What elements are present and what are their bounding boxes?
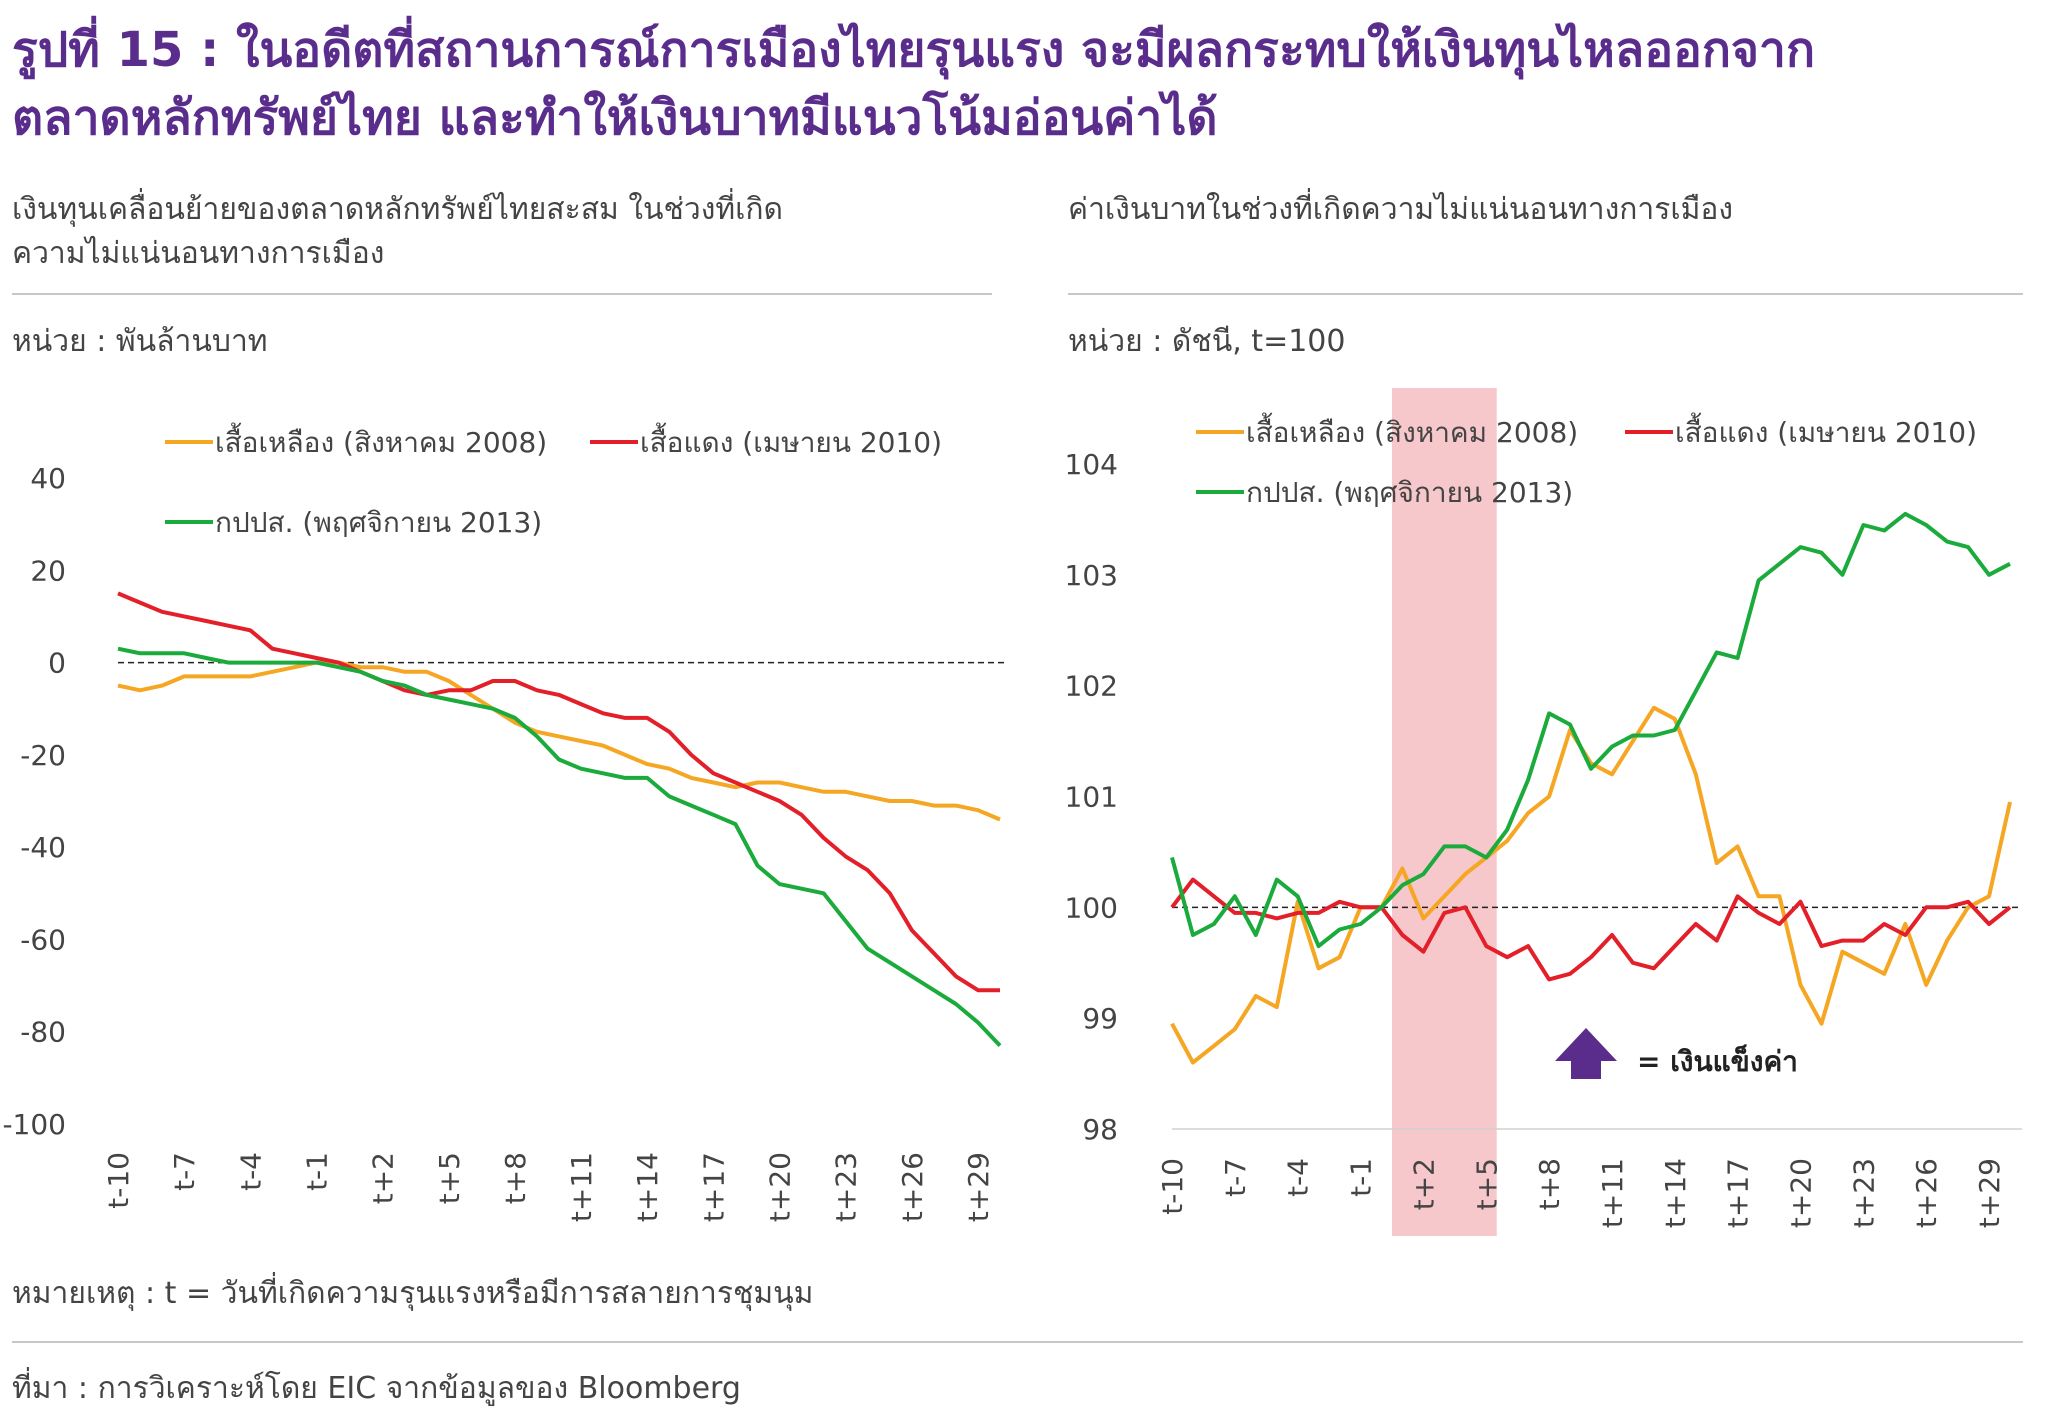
legend-label: เสื้อเหลือง (สิงหาคม 2008): [1246, 412, 1578, 449]
y-tick-label: 103: [1065, 559, 1118, 592]
series-line: [1170, 877, 2012, 982]
series-line: [117, 646, 1002, 1047]
right-chart-title: ค่าเงินบาทในช่วงที่เกิดความไม่แน่นอนทางก…: [1068, 192, 1734, 227]
x-tick-label: t+14: [1659, 1158, 1692, 1228]
x-tick-label: t+5: [433, 1152, 466, 1204]
x-tick-label: t-1: [1345, 1158, 1378, 1197]
x-tick-label: t-10: [102, 1152, 135, 1209]
legend-label: เสื้อเหลือง (สิงหาคม 2008): [215, 422, 547, 459]
x-tick-label: t+5: [1470, 1158, 1503, 1210]
up-arrow-icon: [1555, 1028, 1617, 1079]
footer-divider: [12, 1341, 2023, 1343]
x-tick-label: t+11: [565, 1152, 598, 1222]
left-chart-unit: หน่วย : พันล้านบาท: [12, 324, 268, 359]
y-tick-label: 40: [30, 462, 66, 495]
x-tick-label: t-10: [1156, 1158, 1189, 1215]
y-tick-label: -20: [20, 739, 66, 772]
legend-label: เสื้อแดง (เมษายน 2010): [1675, 412, 1977, 449]
y-tick-label: 100: [1065, 891, 1118, 924]
y-tick-label: 102: [1065, 670, 1118, 703]
x-tick-label: t+23: [830, 1152, 863, 1222]
y-tick-label: -80: [20, 1016, 66, 1049]
y-tick-label: -100: [2, 1108, 66, 1141]
y-tick-label: 98: [1082, 1113, 1118, 1146]
x-tick-label: t+17: [1722, 1158, 1755, 1228]
x-tick-label: t-7: [168, 1152, 201, 1191]
y-tick-label: 101: [1065, 781, 1118, 814]
y-tick-label: -40: [20, 831, 66, 864]
y-tick-label: 104: [1065, 448, 1118, 481]
left-divider: [12, 293, 992, 295]
x-tick-label: t+20: [764, 1152, 797, 1222]
arrow-legend-label: = เงินแข็งค่า: [1637, 1044, 1798, 1078]
y-tick-label: 20: [30, 554, 66, 587]
x-tick-label: t-4: [234, 1152, 267, 1191]
legend-label: เสื้อแดง (เมษายน 2010): [640, 422, 942, 459]
series-line: [1170, 511, 2011, 949]
source-note: ที่มา : การวิเคราะห์โดย EIC จากข้อมูลของ…: [12, 1371, 741, 1406]
x-tick-label: t+17: [697, 1152, 730, 1222]
baht-index-chart: 104 103 102 101 100 99 98 t-10 t-7 t-4 t-1 t+2 t+5 t+…: [1065, 388, 2022, 1236]
shaded-period: [1391, 388, 1497, 1236]
fund-flow-chart: 40 20 0 -20 -40 -60 -80 -100 t-10 t-7 t-4 t-1 t+2 t+5…: [2, 422, 1008, 1222]
x-tick-label: t+8: [1533, 1158, 1566, 1210]
x-tick-label: t+29: [1973, 1158, 2006, 1228]
right-divider: [1068, 293, 2023, 295]
series-line: [1170, 705, 2012, 1065]
right-chart-unit: หน่วย : ดัชนี, t=100: [1068, 324, 1346, 359]
x-tick-label: t+20: [1785, 1158, 1818, 1228]
x-tick-label: t+8: [499, 1152, 532, 1204]
legend-label: กปปส. (พฤศจิกายน 2013): [215, 506, 542, 539]
series-line: [117, 591, 1000, 993]
x-tick-label: t+29: [962, 1152, 995, 1222]
legend-label: กปปส. (พฤศจิกายน 2013): [1246, 476, 1573, 509]
left-chart-title: เงินทุนเคลื่อนย้ายของตลาดหลักทรัพย์ไทยสะ…: [12, 192, 784, 271]
figure-title: รูปที่ 15 : ในอดีตที่สถานการณ์การเมืองไท…: [12, 22, 1816, 146]
x-tick-label: t+11: [1596, 1158, 1629, 1228]
x-tick-label: t-7: [1219, 1158, 1252, 1197]
x-tick-label: t+14: [631, 1152, 664, 1222]
footnote: หมายเหตุ : t = วันที่เกิดความรุนแรงหรือม…: [12, 1276, 814, 1311]
x-tick-label: t+26: [896, 1152, 929, 1222]
x-tick-label: t-4: [1282, 1158, 1315, 1197]
strong-baht-arrow-icon: [1555, 1028, 1617, 1079]
y-tick-label: 0: [48, 647, 66, 680]
series-line: [117, 660, 1001, 822]
x-tick-label: t+2: [367, 1152, 400, 1204]
y-tick-label: 99: [1082, 1002, 1118, 1035]
x-tick-label: t-1: [300, 1152, 333, 1191]
x-tick-label: t+26: [1910, 1158, 1943, 1228]
x-tick-label: t+2: [1407, 1158, 1440, 1210]
x-tick-label: t+23: [1847, 1158, 1880, 1228]
y-tick-label: -60: [20, 923, 66, 956]
